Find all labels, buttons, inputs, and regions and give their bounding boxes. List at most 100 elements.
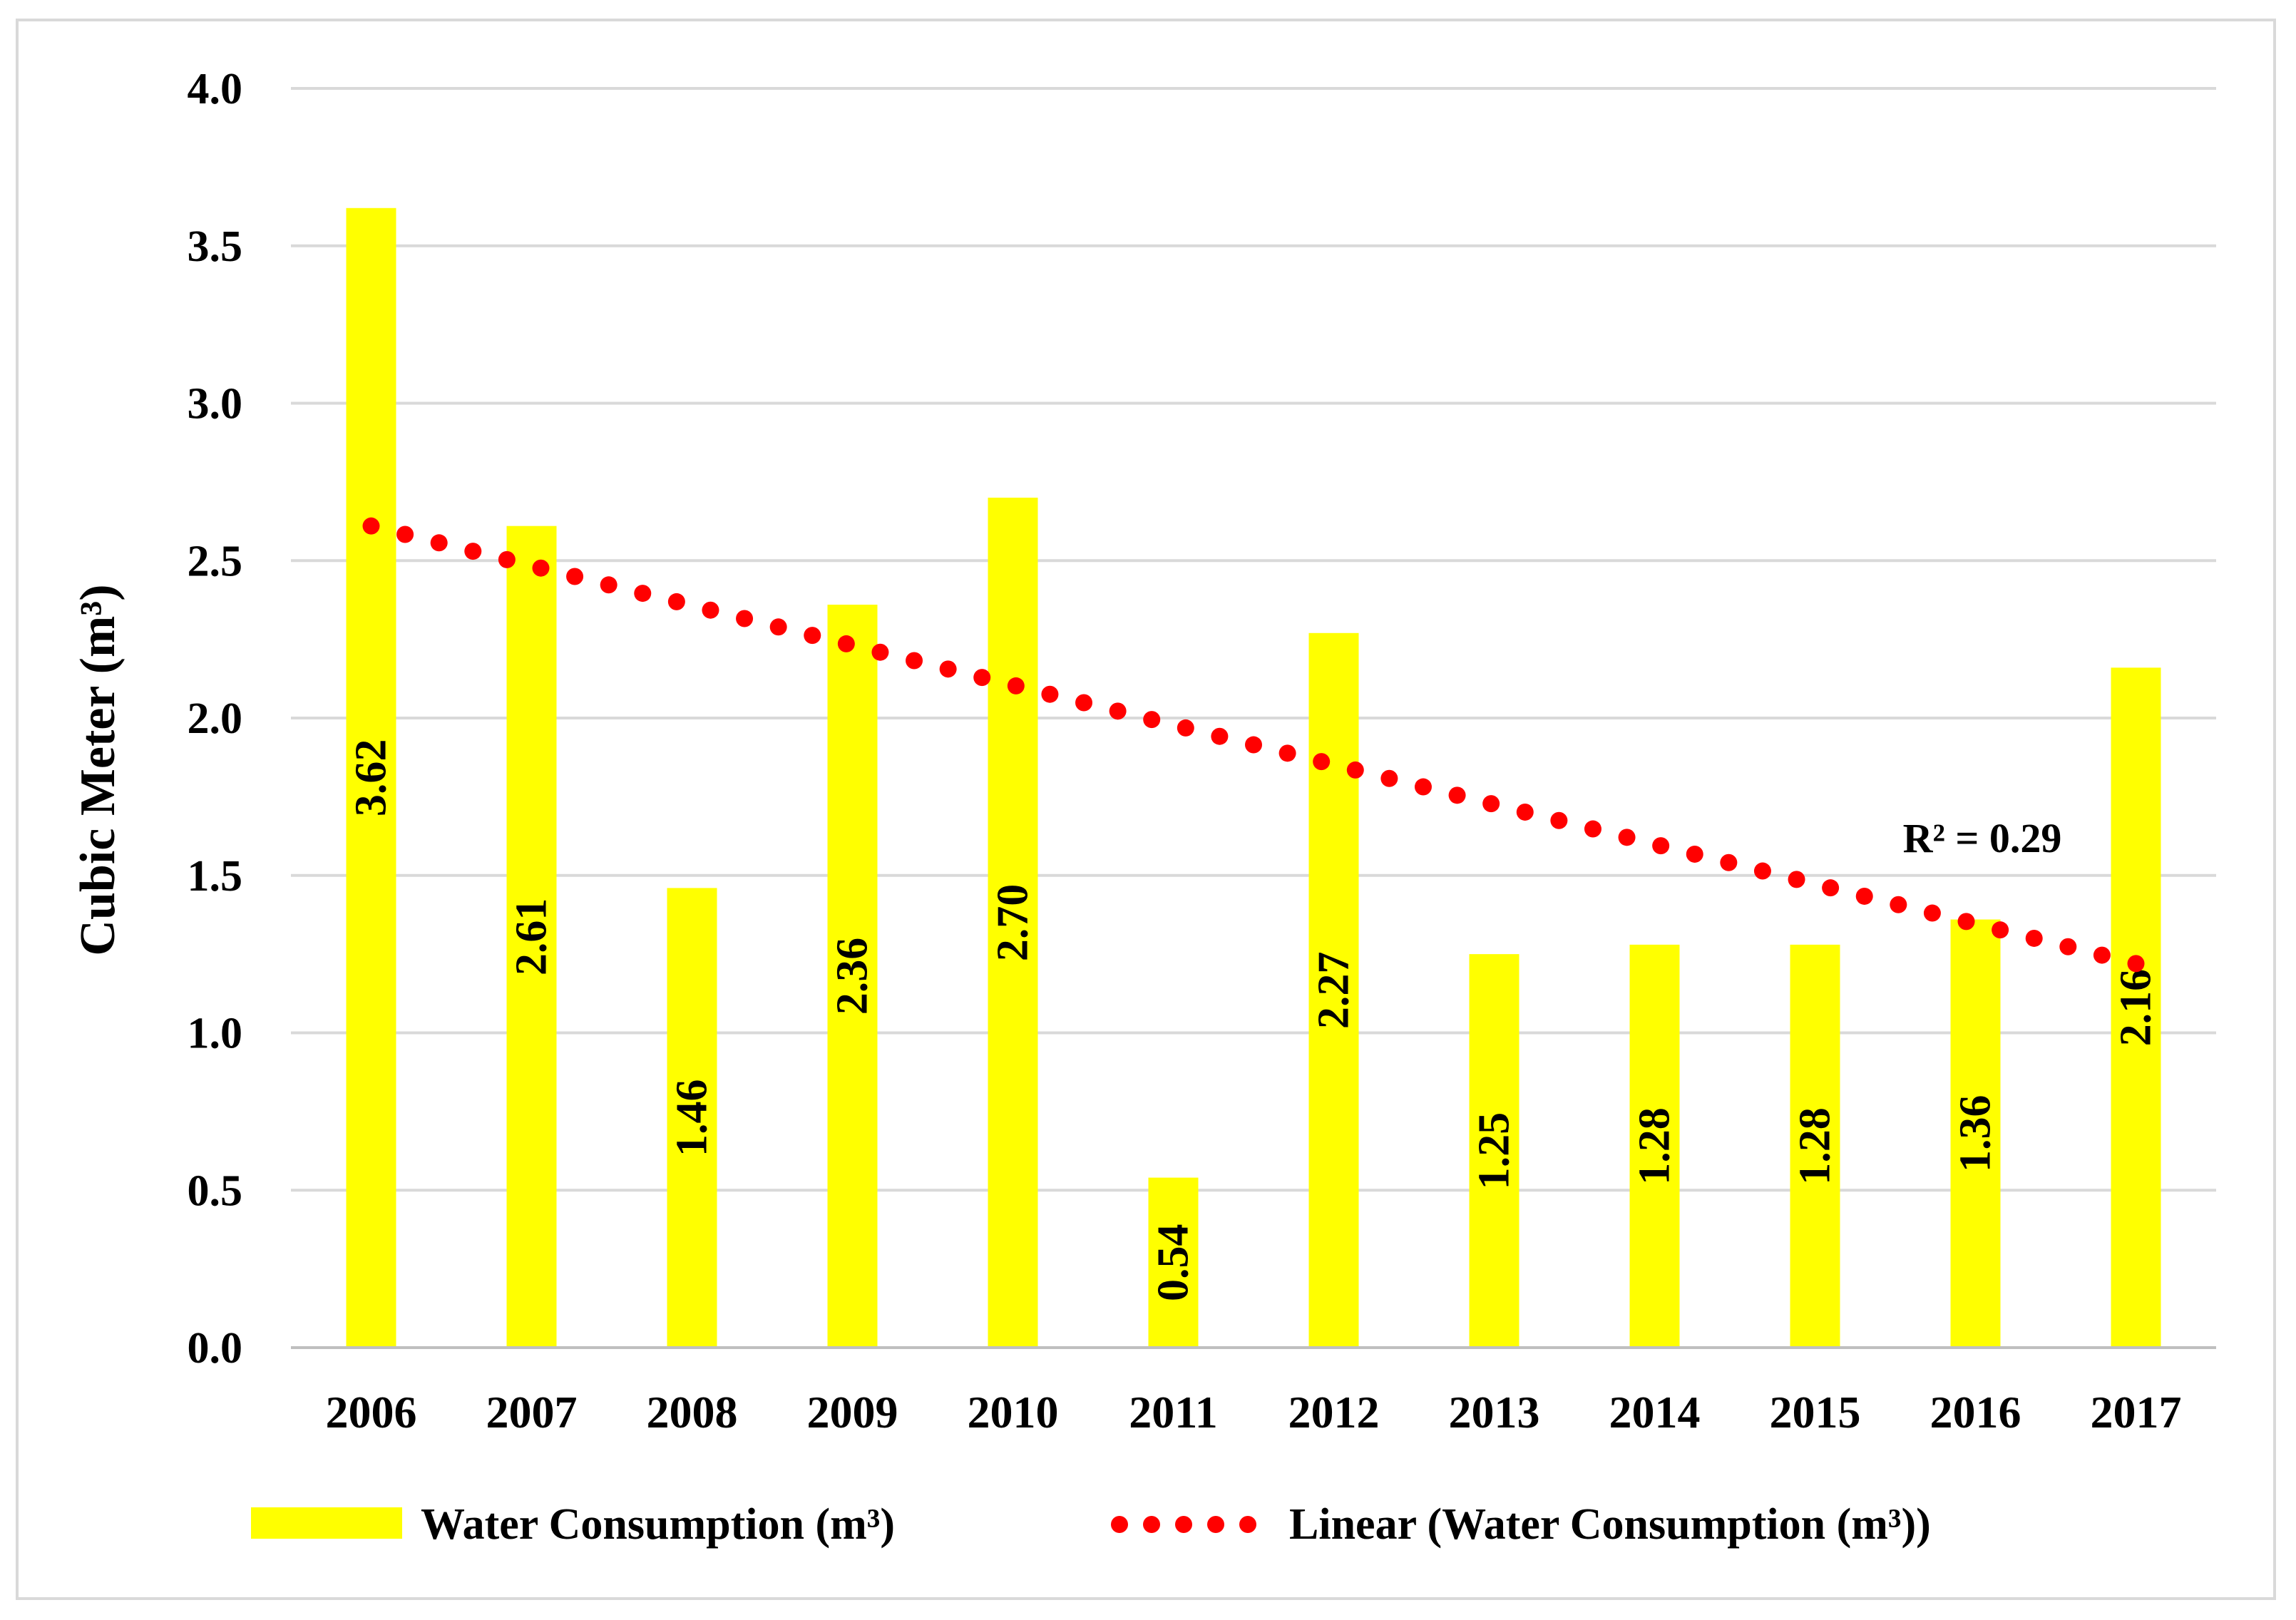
trendline-dot [1652,837,1670,855]
y-tick-label: 0.5 [188,1167,243,1215]
trendline-dot [1822,879,1840,897]
bar-2011 [1148,1177,1199,1348]
trendline-dot [1516,803,1534,821]
trendline-dot [1550,811,1568,829]
x-tick-label: 2012 [1288,1387,1380,1437]
trendline-dot [1211,727,1229,745]
legend-dot [1175,1516,1192,1533]
trendline-dot [837,635,855,652]
trendline-dot [1584,820,1601,838]
trendline-dot [1448,786,1466,804]
y-tick-label: 3.0 [188,380,243,429]
x-tick-label: 2006 [326,1387,417,1437]
trendline-dot [1618,829,1636,846]
trendline-dot [1109,702,1127,720]
trendline-dot [396,526,414,543]
legend-label-linear-trendline: Linear (Water Consumption (m³)) [1289,1500,1931,1549]
bar-2008 [667,888,717,1348]
trendline-dot [973,669,991,687]
trendline-dot [2025,929,2043,947]
x-tick-label: 2009 [807,1387,898,1437]
legend-swatch-bar [251,1507,402,1539]
data-label-2014: 1.28 [1631,1107,1679,1185]
trendline-dot [2093,946,2111,964]
bar-2017 [2111,667,2161,1348]
trendline-dot [804,627,821,645]
trendline-dot [464,543,482,560]
data-label-2006: 3.62 [347,739,396,817]
x-tick-label: 2011 [1129,1387,1217,1437]
legend-dot [1143,1516,1160,1533]
data-label-2011: 0.54 [1149,1224,1198,1302]
bar-2012 [1308,632,1359,1348]
trendline-dot [1923,904,1941,922]
trendline-dot [1890,896,1907,913]
trendline-dot [667,593,685,610]
bar-2006 [346,207,396,1348]
trendline [362,517,2145,973]
trendline-dot [1143,711,1161,729]
trendline-dot [1278,744,1296,762]
y-tick-label: 1.0 [188,1010,243,1058]
trendline-dot [532,559,550,577]
data-labels: 3.62 2.61 1.46 2.36 2.70 0.54 2.27 1.25 1.28 1.28… [347,739,2161,1301]
trendline-dot [939,660,957,678]
bar-2015 [1790,944,1840,1348]
trendline-dot [1992,921,2009,939]
data-label-2017: 2.16 [2112,969,2161,1047]
trendline-dot [1957,913,1975,931]
x-tick-label: 2008 [647,1387,738,1437]
trendline-dot [1177,719,1194,737]
trendline-dot [1753,862,1771,880]
trendline-dot [906,652,923,670]
trendline-dot [498,550,516,568]
x-tick-label: 2014 [1609,1387,1701,1437]
trendline-dot [1720,853,1738,871]
gridlines [291,87,2216,1192]
x-tick-label: 2010 [968,1387,1059,1437]
trendline-dot [1855,887,1873,905]
x-tick-label: 2007 [486,1387,578,1437]
data-label-2016: 1.36 [1952,1095,2000,1173]
y-axis-title: Cubic Meter (m³) [71,584,125,955]
bar-2014 [1629,944,1680,1348]
data-label-2007: 2.61 [508,898,556,976]
y-tick-label: 3.5 [188,222,243,271]
bar-2009 [827,605,878,1348]
bar-2013 [1469,954,1519,1348]
data-label-2013: 1.25 [1470,1112,1519,1190]
axes: 0.0 0.5 1.0 1.5 2.0 2.5 3.0 3.5 4.0 2006 2007 2008 2… [188,65,2216,1437]
y-tick-label: 0.0 [188,1324,243,1373]
bar-2007 [506,526,557,1348]
bar-2010 [988,497,1038,1348]
trendline-dot [430,534,448,552]
trendline-dot [1414,778,1432,796]
trendline-dot [1007,677,1025,694]
trendline-dot [634,585,652,603]
y-tick-label: 1.5 [188,852,243,901]
trendline-dot [1313,753,1331,771]
r-squared-label: R² = 0.29 [1903,815,2062,861]
x-tick-label: 2017 [2091,1387,2182,1437]
y-tick-label: 2.5 [188,537,243,585]
trendline-dot [600,576,617,594]
legend-swatch-trendline [1111,1516,1256,1533]
data-label-2010: 2.70 [989,884,1037,962]
trendline-dot [702,601,719,619]
trendline-dot [362,517,380,535]
trendline-dot [1075,694,1093,712]
data-label-2008: 1.46 [668,1079,717,1157]
x-tick-label: 2015 [1770,1387,1861,1437]
x-tick-label: 2016 [1930,1387,2021,1437]
trendline-dot [1041,685,1059,703]
trendline-dot [1245,736,1262,754]
y-tick-label: 4.0 [188,65,243,113]
trendline-dot [1482,795,1500,813]
trendline-dot [566,568,584,585]
legend-dot [1111,1516,1128,1533]
legend: Water Consumption (m³) Linear (Water Con… [251,1500,1931,1549]
data-label-2009: 2.36 [829,938,877,1015]
bars [346,207,2161,1348]
legend-dot [1239,1516,1256,1533]
trendline-dot [2059,938,2077,955]
